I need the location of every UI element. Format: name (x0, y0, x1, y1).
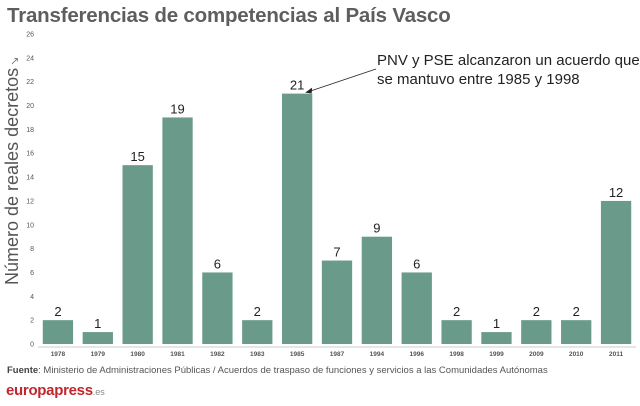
x-tick-label: 1982 (210, 351, 225, 358)
source-note: Fuente: Ministerio de Administraciones P… (7, 365, 548, 376)
value-label: 1 (493, 316, 500, 331)
x-tick-label: 1980 (130, 351, 145, 358)
x-tick-label: 1983 (250, 351, 265, 358)
value-label: 2 (453, 304, 460, 319)
value-label: 15 (130, 149, 144, 164)
bar-1982 (202, 272, 233, 344)
y-tick-label: 24 (26, 55, 34, 62)
x-axis: 1978 1979 1980 1981 1982 1983 1985 1987 1994 1996… (51, 351, 624, 358)
value-label: 2 (254, 304, 261, 319)
y-tick-label: 8 (30, 246, 34, 253)
value-label: 9 (373, 221, 380, 236)
y-tick-label: 20 (26, 103, 34, 110)
y-tick-label: 2 (30, 318, 34, 325)
bar-1980 (122, 165, 153, 344)
y-tick-label: 26 (26, 32, 34, 39)
x-tick-label: 1994 (370, 351, 385, 358)
bar-2010 (561, 320, 592, 344)
annotation-line-1: PNV y PSE alcanzaron un acuerdo que (377, 52, 640, 69)
y-tick-label: 6 (30, 270, 34, 277)
x-tick-label: 1987 (330, 351, 345, 358)
annotation-line-2: se mantuvo entre 1985 y 1998 (377, 71, 580, 88)
annotation-arrow (305, 68, 377, 94)
x-tick-label: 2011 (609, 351, 623, 358)
bar-1996 (401, 272, 432, 344)
y-tick-label: 10 (26, 222, 34, 229)
x-tick-label: 1985 (290, 351, 305, 358)
source-text: : Ministerio de Administraciones Pública… (38, 365, 548, 376)
y-tick-label: 12 (26, 198, 34, 205)
bar-1998 (441, 320, 472, 344)
bar-2009 (521, 320, 552, 344)
y-tick-label: 0 (30, 342, 34, 349)
annotation: PNV y PSE alcanzaron un acuerdo que se m… (377, 51, 640, 89)
bar-1987 (321, 260, 353, 344)
logo-brand: europapress (6, 382, 93, 399)
x-tick-label: 1979 (91, 351, 106, 358)
logo-suffix: .es (92, 387, 105, 397)
x-tick-label: 1996 (409, 351, 424, 358)
bar-1981 (162, 117, 193, 344)
x-tick-label: 1999 (489, 351, 504, 358)
x-tick-label: 2010 (569, 351, 584, 358)
value-label: 1 (94, 316, 101, 331)
value-label: 7 (333, 245, 340, 260)
x-tick-label: 2009 (529, 351, 544, 358)
y-tick-label: 14 (26, 175, 34, 182)
x-tick-label: 1978 (51, 351, 66, 358)
bar-1985 (281, 93, 313, 344)
y-axis-label: Número de reales decretos (2, 67, 22, 285)
source-label: Fuente (7, 365, 39, 376)
value-label: 6 (214, 256, 221, 271)
y-tick-label: 18 (26, 127, 34, 134)
value-label: 6 (413, 256, 420, 271)
x-tick-label: 1981 (170, 351, 185, 358)
y-axis-unit-icon: ↘ (9, 56, 21, 66)
chart-title: Transferencias de competencias al País V… (7, 4, 451, 27)
value-label: 12 (609, 185, 623, 200)
bars (42, 93, 632, 344)
value-label: 19 (170, 101, 184, 116)
y-tick-label: 4 (30, 294, 34, 301)
bar-1994 (361, 236, 393, 344)
bar-2011 (600, 200, 632, 344)
arrow-head-icon (305, 87, 313, 94)
arrow-line (310, 68, 377, 92)
y-tick-label: 22 (26, 79, 34, 86)
x-tick-label: 1998 (449, 351, 464, 358)
bar-1978 (42, 320, 74, 344)
value-label: 2 (533, 304, 540, 319)
y-tick-label: 16 (26, 151, 34, 158)
value-label: 2 (54, 304, 61, 319)
bar-1979 (82, 332, 113, 344)
europapress-logo[interactable]: europapress.es (6, 382, 105, 399)
bar-1999 (481, 332, 512, 344)
bar-1983 (242, 320, 273, 344)
value-label: 21 (290, 78, 304, 93)
value-label: 2 (573, 304, 580, 319)
